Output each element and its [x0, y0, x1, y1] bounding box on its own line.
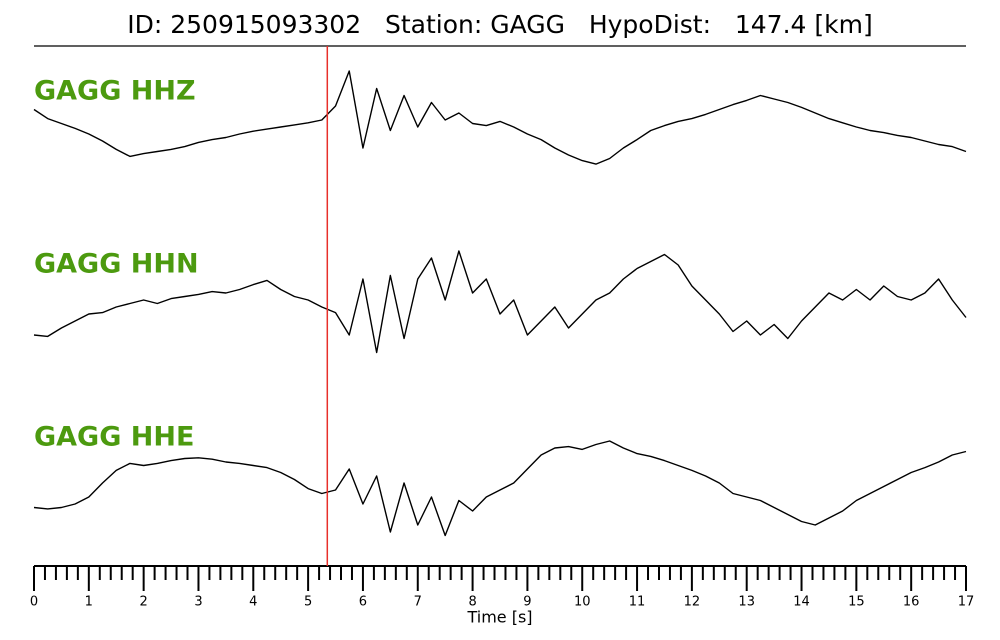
x-tick-label: 14: [793, 595, 810, 610]
trace-label: GAGG HHE: [34, 422, 194, 453]
x-axis-label: Time [s]: [466, 608, 532, 627]
x-tick-label: 3: [194, 595, 202, 610]
x-tick-label: 7: [414, 595, 422, 610]
chart-title: ID: 250915093302 Station: GAGG HypoDist:…: [127, 10, 872, 39]
x-tick-label: 16: [903, 595, 920, 610]
x-tick-label: 5: [304, 595, 312, 610]
x-tick-label: 12: [684, 595, 701, 610]
trace-label: GAGG HHN: [34, 249, 199, 280]
x-tick-label: 13: [738, 595, 755, 610]
x-tick-label: 15: [848, 595, 865, 610]
x-tick-label: 9: [523, 595, 531, 610]
x-tick-label: 2: [140, 595, 148, 610]
x-tick-label: 17: [958, 595, 975, 610]
x-tick-label: 6: [359, 595, 367, 610]
trace: [33, 70, 967, 165]
trace: [33, 440, 967, 537]
x-tick-label: 0: [30, 595, 38, 610]
x-tick-label: 1: [85, 595, 93, 610]
x-tick-label: 10: [574, 595, 591, 610]
trace-label: GAGG HHZ: [34, 76, 196, 107]
x-tick-label: 11: [629, 595, 646, 610]
x-tick-label: 4: [249, 595, 257, 610]
x-tick-label: 8: [468, 595, 476, 610]
trace: [33, 250, 967, 354]
